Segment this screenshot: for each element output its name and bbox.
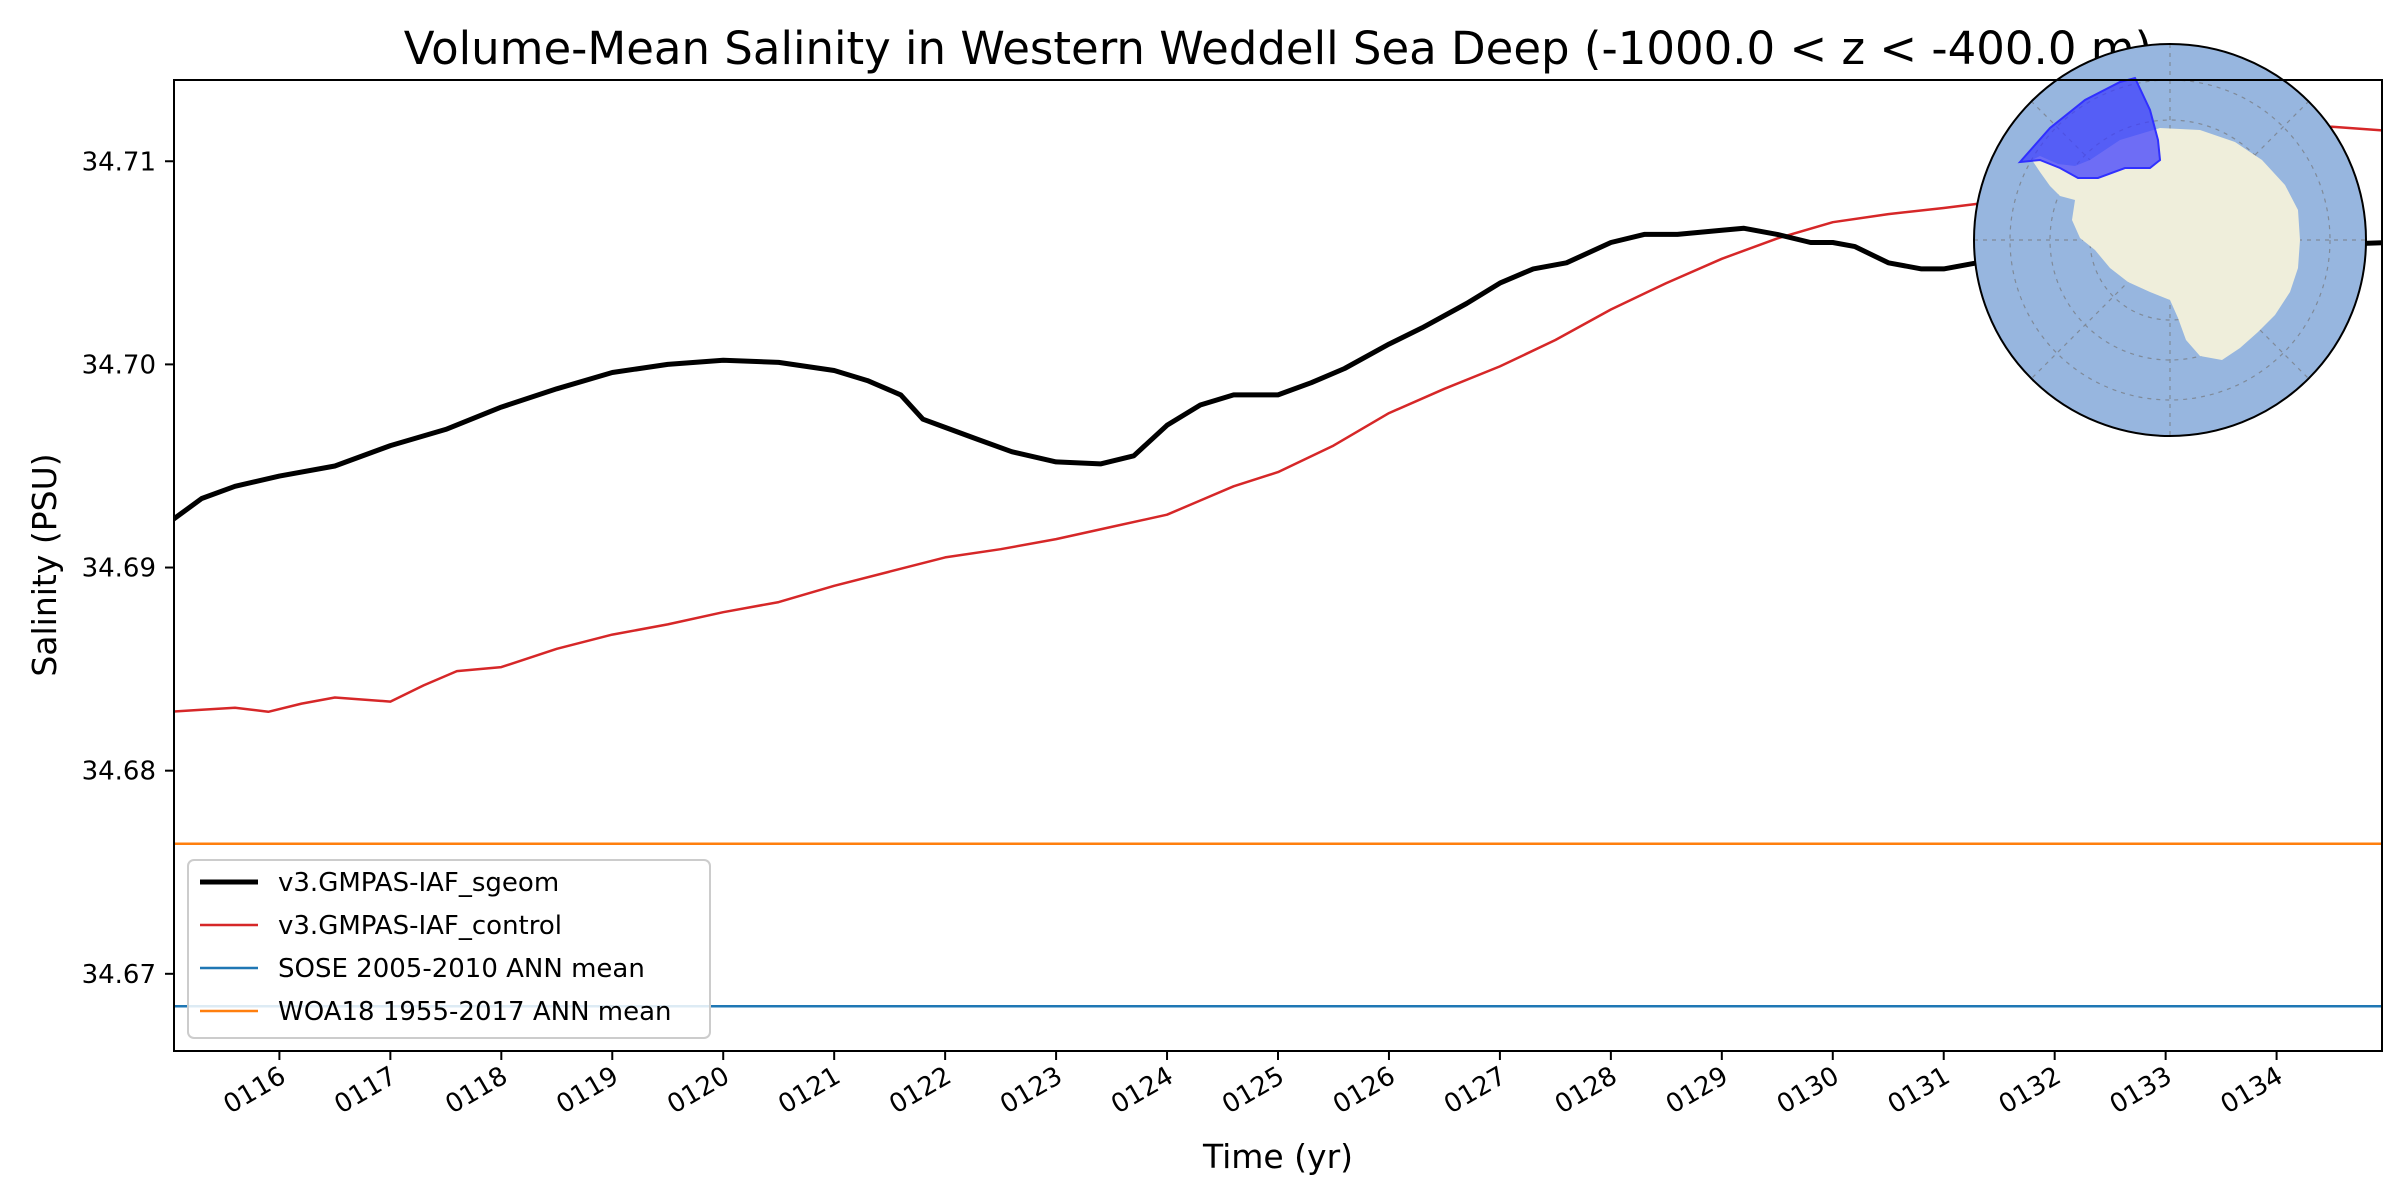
x-tick-label: 0132 bbox=[1994, 1061, 2066, 1120]
y-tick-label: 34.70 bbox=[82, 350, 156, 380]
x-tick-label: 0117 bbox=[330, 1061, 402, 1120]
x-tick-label: 0119 bbox=[551, 1061, 623, 1120]
x-tick-label: 0131 bbox=[1883, 1061, 1955, 1120]
y-tick-label: 34.68 bbox=[82, 757, 156, 787]
x-tick-label: 0127 bbox=[1439, 1061, 1511, 1120]
chart-title: Volume-Mean Salinity in Western Weddell … bbox=[404, 22, 2152, 75]
legend-label: SOSE 2005-2010 ANN mean bbox=[278, 954, 645, 984]
x-tick-label: 0129 bbox=[1661, 1061, 1733, 1120]
x-tick-label: 0125 bbox=[1217, 1061, 1289, 1120]
y-tick-label: 34.71 bbox=[82, 147, 156, 177]
x-tick-label: 0122 bbox=[884, 1061, 956, 1120]
antarctica-landmass bbox=[2032, 128, 2300, 360]
x-tick-label: 0134 bbox=[2216, 1061, 2288, 1120]
legend[interactable]: v3.GMPAS-IAF_sgeom v3.GMPAS-IAF_control SO… bbox=[187, 859, 711, 1039]
series-line-0 bbox=[174, 225, 2382, 522]
x-tick-label: 0118 bbox=[441, 1061, 513, 1120]
plot-frame bbox=[173, 79, 2383, 1052]
x-tick-label: 0123 bbox=[995, 1061, 1067, 1120]
x-tick-label: 0121 bbox=[773, 1061, 845, 1120]
legend-label: v3.GMPAS-IAF_control bbox=[278, 911, 562, 941]
legend-box bbox=[187, 859, 711, 1039]
legend-label: WOA18 1955-2017 ANN mean bbox=[278, 997, 672, 1027]
x-tick-label: 0120 bbox=[662, 1061, 734, 1120]
x-axis: 0116 0117 0118 0119 0120 0121 0122 0123 0124 0125… bbox=[219, 1051, 2288, 1120]
antarctic-region-map bbox=[1973, 43, 2367, 437]
y-tick-label: 34.67 bbox=[82, 960, 156, 990]
x-tick-label: 0128 bbox=[1550, 1061, 1622, 1120]
legend-label: v3.GMPAS-IAF_sgeom bbox=[278, 868, 559, 898]
x-tick-label: 0116 bbox=[219, 1061, 291, 1120]
x-axis-label: Time (yr) bbox=[1202, 1137, 1353, 1176]
x-tick-label: 0130 bbox=[1772, 1061, 1844, 1120]
weddell-sea-region bbox=[2017, 76, 2162, 179]
y-axis: 34.67 34.68 34.69 34.70 34.71 bbox=[82, 147, 174, 990]
y-tick-label: 34.69 bbox=[82, 554, 156, 584]
x-tick-label: 0133 bbox=[2105, 1061, 2177, 1120]
y-axis-label: Salinity (PSU) bbox=[25, 453, 64, 676]
x-tick-label: 0126 bbox=[1328, 1061, 1400, 1120]
x-tick-label: 0124 bbox=[1106, 1061, 1178, 1120]
